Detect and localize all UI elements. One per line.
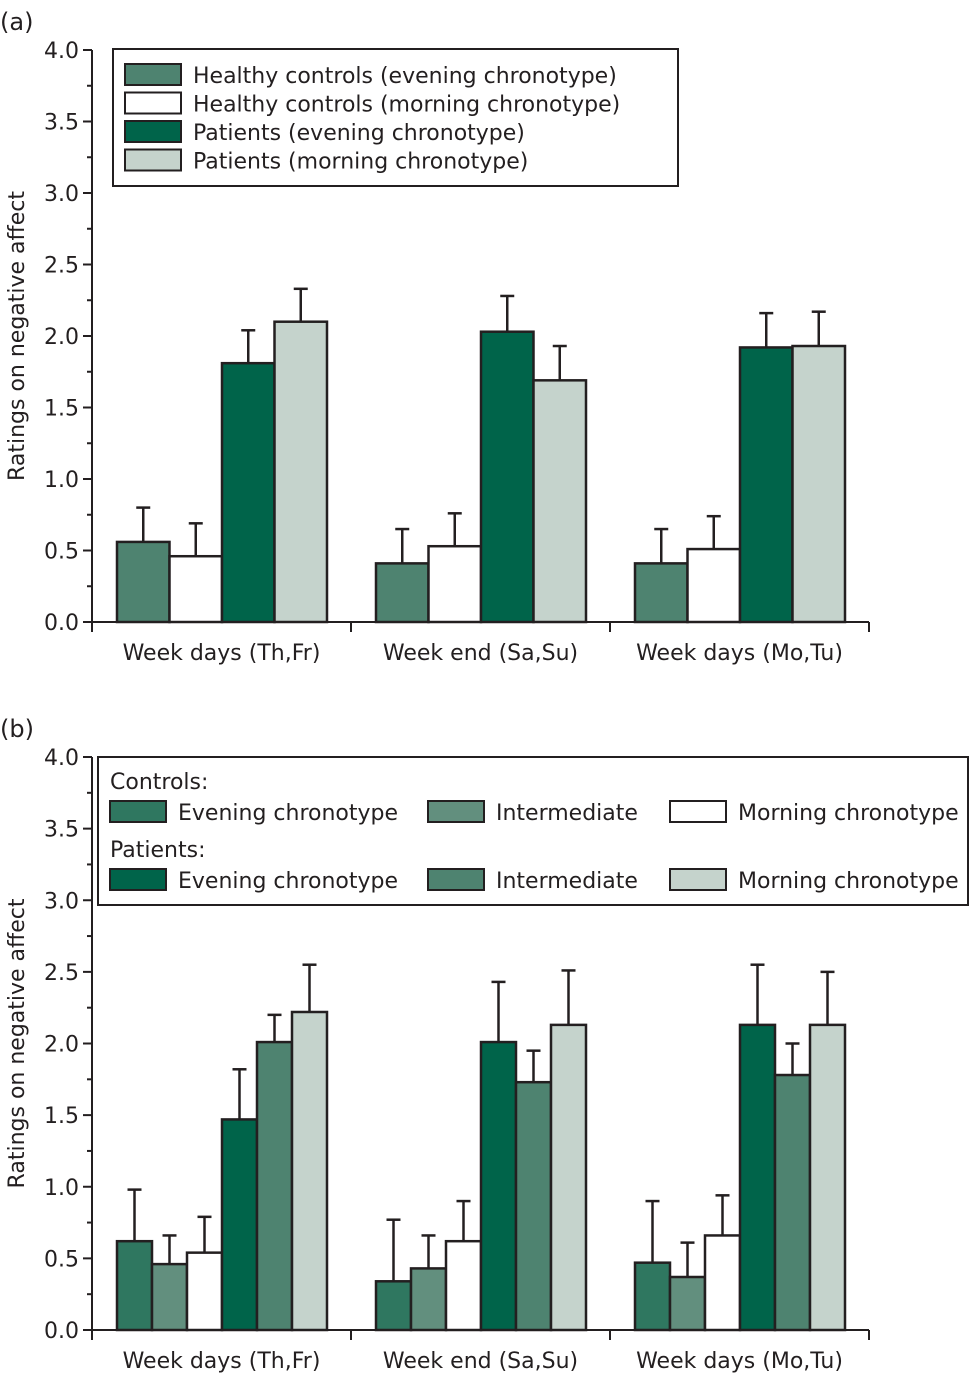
bar (150, 1262, 189, 1332)
legend-label: Patients (morning chronotype) (193, 150, 528, 175)
y-tick-label: 2.5 (44, 254, 79, 279)
y-tick-label: 4.0 (44, 746, 79, 771)
legend-swatch (669, 800, 727, 823)
bar (738, 1023, 777, 1332)
panel-label: (a) (0, 8, 33, 36)
y-tick-label: 0.5 (44, 540, 79, 565)
y-tick-label: 4.0 (44, 39, 79, 64)
legend-swatch (124, 148, 182, 172)
bar (633, 1261, 672, 1332)
bar (668, 1275, 707, 1332)
legend-item: Healthy controls (evening chronotype) (124, 63, 617, 89)
legend-swatch (427, 800, 485, 823)
legend-swatch (669, 868, 727, 891)
legend-item: Healthy controls (morning chronotype) (124, 91, 620, 118)
y-tick-label: 2.0 (44, 325, 79, 350)
panel-label: (b) (0, 715, 34, 743)
bar (686, 547, 742, 624)
legend-item: Patients (evening chronotype) (124, 120, 525, 146)
legend: Healthy controls (evening chronotype) Hea… (112, 48, 679, 187)
legend-label: Morning chronotype (738, 869, 959, 894)
bar (220, 361, 276, 624)
legend-item: Morning chronotype (669, 800, 959, 826)
bar (185, 1251, 224, 1332)
x-tick-label: Week end (Sa,Su) (383, 1349, 578, 1374)
legend-item: Evening chronotype (109, 800, 398, 826)
bar (273, 320, 329, 624)
y-tick-label: 0.0 (44, 1319, 79, 1344)
legend-item: Intermediate (427, 800, 638, 826)
bar (427, 544, 483, 624)
panel-b: (b) 0.0 0.5 1.0 1.5 2.0 2.5 3.0 3.5 4.0 Ratings on… (0, 715, 969, 1374)
legend-label: Morning chronotype (738, 801, 959, 826)
bar (808, 1023, 847, 1332)
legend-label: Intermediate (496, 869, 638, 894)
bar (549, 1023, 588, 1332)
x-tick-label: Week end (Sa,Su) (383, 641, 578, 666)
bar (479, 1040, 518, 1332)
y-tick-label: 3.0 (44, 889, 79, 914)
x-tick-label: Week days (Th,Fr) (123, 641, 321, 666)
legend-box (112, 48, 679, 187)
legend-group-heading: Controls: (110, 770, 208, 795)
y-axis-title: Ratings on negative affect (5, 898, 30, 1188)
bar (255, 1040, 294, 1332)
bar (479, 330, 535, 624)
y-tick-label: 3.5 (44, 818, 79, 843)
y-tick-label: 2.0 (44, 1033, 79, 1058)
bar (290, 1010, 329, 1332)
bar (115, 540, 171, 624)
legend-label: Healthy controls (morning chronotype) (193, 93, 620, 118)
legend-swatch (109, 868, 167, 891)
bar (738, 346, 794, 624)
legend-label: Evening chronotype (178, 801, 398, 826)
y-tick-label: 3.0 (44, 182, 79, 207)
bar (703, 1234, 742, 1332)
bar (633, 562, 689, 624)
legend-swatch (124, 63, 182, 86)
legend-group-heading: Patients: (110, 838, 205, 863)
x-tick-label: Week days (Th,Fr) (123, 1349, 321, 1374)
y-tick-label: 1.5 (44, 1104, 79, 1129)
legend-swatch (427, 868, 485, 891)
y-tick-label: 2.5 (44, 961, 79, 986)
y-tick-label: 3.5 (44, 111, 79, 136)
bar (168, 554, 224, 624)
legend-item: Intermediate (427, 868, 638, 894)
legend-item: Patients (morning chronotype) (124, 148, 528, 175)
legend-swatch (124, 91, 182, 115)
y-tick-label: 1.0 (44, 1176, 79, 1201)
panel-a: (a) 0.0 0.5 1.0 1.5 2.0 2.5 3.0 3.5 4.0 Ratings on… (0, 8, 870, 666)
bar (374, 562, 430, 624)
bar (514, 1080, 553, 1332)
legend-item: Evening chronotype (109, 868, 398, 894)
bar (444, 1239, 483, 1332)
bar (532, 379, 588, 624)
legend-swatch (109, 800, 167, 823)
bar (220, 1118, 259, 1332)
legend-swatch (124, 120, 182, 143)
bar (409, 1267, 448, 1332)
bar (374, 1280, 413, 1332)
legend-label: Intermediate (496, 801, 638, 826)
bar (115, 1239, 154, 1332)
y-tick-label: 1.5 (44, 397, 79, 422)
x-tick-label: Week days (Mo,Tu) (636, 641, 843, 666)
legend-label: Evening chronotype (178, 869, 398, 894)
x-tick-label: Week days (Mo,Tu) (636, 1349, 843, 1374)
legend-item: Morning chronotype (669, 868, 959, 894)
bar (791, 344, 847, 624)
legend-label: Healthy controls (evening chronotype) (193, 64, 617, 89)
y-tick-label: 1.0 (44, 468, 79, 493)
y-tick-label: 0.0 (44, 611, 79, 636)
legend-box (97, 756, 969, 906)
y-axis-title: Ratings on negative affect (5, 191, 30, 481)
y-tick-label: 0.5 (44, 1247, 79, 1272)
legend-label: Patients (evening chronotype) (193, 121, 525, 146)
legend: Controls: Evening chronotype Intermediate M… (97, 756, 969, 906)
bar (773, 1073, 812, 1332)
